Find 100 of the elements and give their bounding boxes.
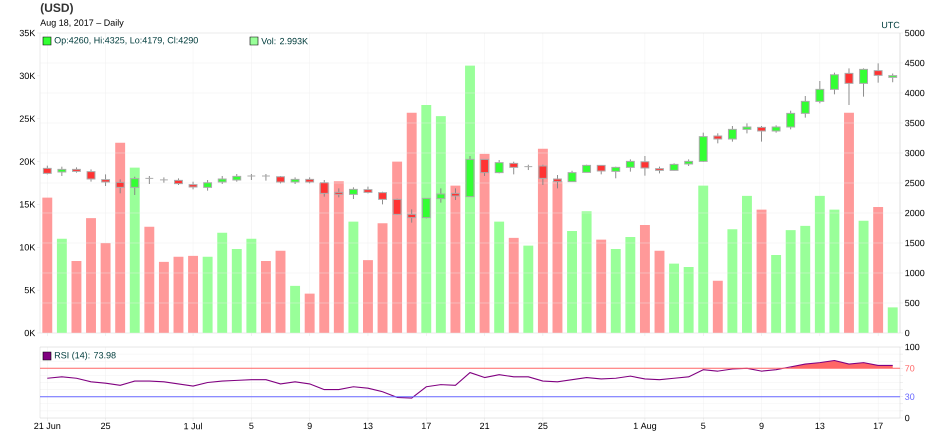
text: UTC — [882, 22, 900, 28]
candlestick — [859, 68, 868, 98]
y-tick-label: 0K — [24, 330, 36, 336]
candlestick — [742, 122, 752, 134]
candlestick — [57, 166, 66, 176]
candlestick — [407, 208, 416, 224]
bar — [217, 232, 228, 333]
bar — [100, 243, 111, 333]
bar — [494, 222, 504, 333]
x-tick-label: 17 — [874, 422, 883, 429]
bar — [174, 256, 184, 333]
bar — [86, 218, 96, 333]
candlestick — [450, 188, 460, 200]
candlestick — [262, 174, 270, 182]
x-tick-label: 25 — [101, 422, 110, 430]
bar — [71, 261, 82, 333]
y-tick-label: 35K — [20, 30, 36, 36]
bar — [436, 116, 446, 333]
x-tick-label: 13 — [816, 422, 824, 430]
bar — [640, 225, 650, 333]
bar — [508, 238, 519, 333]
x-tick-label: 25 — [538, 422, 548, 430]
y2-tick-label: 2000 — [905, 210, 924, 216]
bar — [858, 220, 869, 333]
y2-tick-label: 500 — [905, 300, 920, 306]
candlestick — [728, 126, 737, 142]
bar — [290, 286, 300, 333]
candlestick — [626, 158, 635, 172]
y2-tick-label: 0 — [905, 330, 910, 336]
x-tick-label: 5 — [249, 422, 254, 429]
candlestick — [116, 178, 125, 194]
candlestick — [815, 80, 824, 104]
x-tick-label: 5 — [701, 422, 706, 429]
y-tick-label: 10K — [20, 244, 36, 250]
candlestick — [246, 174, 256, 180]
candlestick — [800, 96, 810, 118]
bar — [684, 267, 694, 333]
candlestick — [203, 180, 212, 192]
candlestick — [786, 110, 796, 130]
bar — [158, 262, 169, 333]
bar — [814, 196, 825, 333]
bar — [771, 255, 782, 333]
bar — [800, 226, 810, 333]
candlestick — [436, 188, 446, 204]
bar — [844, 112, 854, 333]
bar — [304, 294, 315, 333]
chart-subtitle: Aug 18, 2017 – Daily — [40, 19, 124, 28]
bar — [276, 250, 286, 333]
annotation: RSI (14): 73.98 — [54, 352, 116, 360]
bar — [888, 307, 898, 333]
candlestick — [86, 168, 96, 182]
candlestick — [713, 132, 722, 144]
bar — [450, 186, 460, 333]
candlestick — [130, 176, 140, 196]
candlestick — [494, 160, 504, 174]
bar — [610, 249, 621, 333]
candlestick — [144, 176, 154, 184]
x-tick-label: 9 — [308, 422, 312, 430]
candlestick — [101, 174, 110, 186]
y2-tick-label: 2500 — [905, 180, 924, 186]
bar — [392, 162, 402, 333]
y2-tick-label: 0 — [905, 414, 910, 422]
annotation: Op:4260, Hi:4325, Lo:4179, Cl:4290 — [54, 36, 198, 46]
bar — [144, 226, 154, 333]
candlestick — [874, 62, 883, 84]
bar — [130, 168, 140, 333]
y2-tick-label: 70 — [905, 365, 914, 372]
x-tick-label: 17 — [422, 422, 431, 429]
candlestick — [509, 161, 518, 175]
y-tick-label: 20K — [20, 158, 36, 165]
bar — [188, 256, 198, 333]
bar — [727, 229, 738, 333]
candlestick — [392, 198, 402, 216]
bar — [56, 238, 67, 333]
candlestick — [757, 126, 766, 142]
x-tick-label: 1 Aug — [634, 422, 656, 431]
chart-title: (USD) — [40, 3, 73, 14]
y-tick-label: 25K — [20, 116, 36, 122]
bar — [334, 181, 344, 333]
x-tick-label: 9 — [759, 422, 764, 430]
x-tick-label: 21 Jun — [34, 422, 60, 430]
y-tick-label: 5K — [24, 287, 36, 294]
bar — [654, 250, 664, 333]
bar — [480, 154, 490, 333]
candlestick — [480, 158, 490, 176]
bar — [246, 238, 256, 333]
bar — [625, 237, 636, 333]
bar — [202, 256, 213, 333]
bar — [873, 207, 884, 333]
candlestick — [524, 164, 533, 170]
candlestick — [844, 68, 854, 106]
bar — [363, 260, 373, 333]
bar — [596, 240, 606, 333]
candlestick — [830, 72, 839, 95]
bar — [232, 249, 242, 333]
y2-tick-label: 1000 — [905, 270, 924, 276]
x-tick-label: 13 — [364, 422, 373, 430]
bar — [406, 112, 417, 333]
y2-tick-label: 4500 — [904, 60, 924, 66]
bar — [786, 230, 796, 333]
